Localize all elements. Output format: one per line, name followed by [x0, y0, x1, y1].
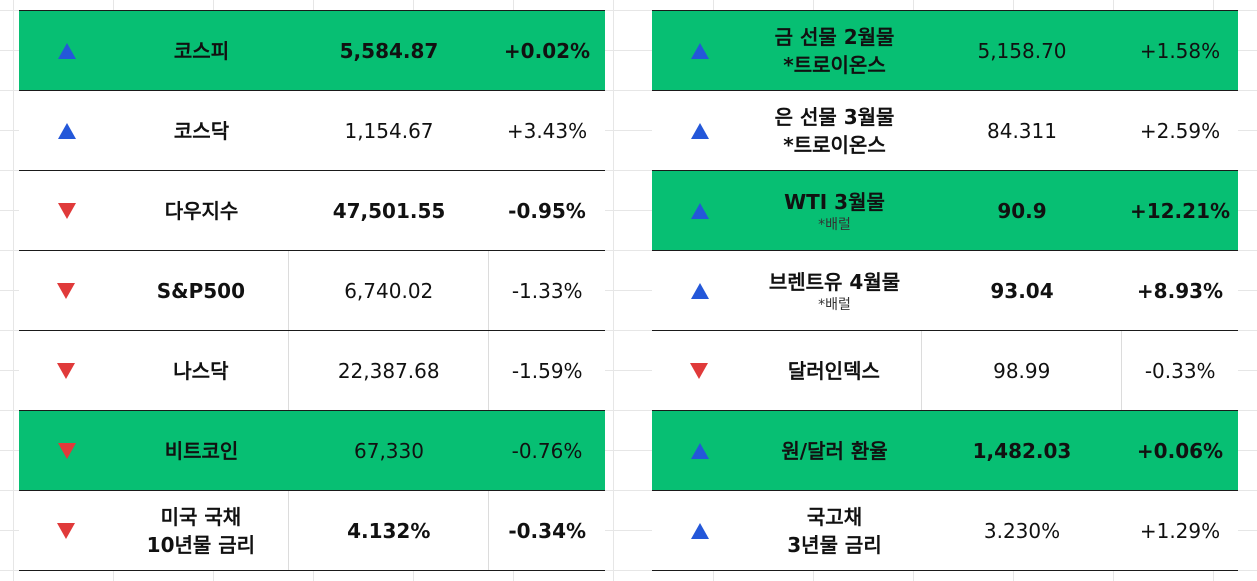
domestic-index-table: 코스피 5,584.87 +0.02% 코스닥 1,154.67 +3.43% …: [19, 10, 605, 571]
item-change: +12.21%: [1129, 198, 1231, 223]
table-row: 다우지수 47,501.55 -0.95%: [19, 171, 605, 251]
item-value: 6,740.02: [344, 278, 434, 303]
table-row: 코스피 5,584.87 +0.02%: [19, 11, 605, 91]
item-value: 4.132%: [347, 518, 431, 543]
table-row: 비트코인 67,330 -0.76%: [19, 411, 605, 491]
up-arrow-icon: [57, 42, 76, 59]
item-name-line2: 3년물 금리: [787, 532, 882, 557]
item-name: 코스피: [173, 38, 230, 63]
item-name-line1: 은 선물 3월물: [774, 104, 895, 129]
down-arrow-icon: [57, 282, 76, 299]
item-name: 나스닥: [173, 358, 229, 383]
item-name: 다우지수: [164, 198, 239, 223]
item-unit: *배럴: [818, 296, 851, 313]
up-arrow-icon: [690, 122, 709, 139]
item-name: 달러인덱스: [787, 358, 880, 383]
item-change: +8.93%: [1136, 278, 1224, 303]
item-name: 브렌트유 4월물: [768, 269, 901, 294]
item-name-line1: 미국 국채: [160, 504, 242, 529]
item-value: 3.230%: [983, 518, 1061, 543]
item-name: 원/달러 환율: [781, 438, 888, 463]
up-arrow-icon: [57, 122, 76, 139]
item-change: +2.59%: [1139, 118, 1221, 143]
item-name: 비트코인: [164, 438, 239, 463]
down-arrow-icon: [57, 362, 76, 379]
up-arrow-icon: [690, 42, 709, 59]
item-change: +1.29%: [1139, 518, 1221, 543]
table-row: 브렌트유 4월물 *배럴 93.04 +8.93%: [652, 251, 1238, 331]
item-name: WTI 3월물: [784, 189, 885, 214]
up-arrow-icon: [690, 202, 709, 219]
item-change: +1.58%: [1139, 38, 1221, 63]
item-value: 5,158.70: [977, 38, 1067, 63]
item-value: 98.99: [993, 358, 1051, 383]
item-value: 84.311: [987, 118, 1057, 143]
table-row: 금 선물 2월물 *트로이온스 5,158.70 +1.58%: [652, 11, 1238, 91]
table-row: S&P500 6,740.02 -1.33%: [19, 251, 605, 331]
item-value: 1,154.67: [344, 118, 434, 143]
item-change: +0.06%: [1136, 438, 1224, 463]
item-name: 코스닥: [173, 118, 230, 143]
item-name: S&P500: [156, 278, 245, 303]
item-value: 67,330: [354, 438, 424, 463]
item-value: 47,501.55: [332, 198, 446, 223]
item-name-line2: *트로이온스: [783, 132, 886, 157]
down-arrow-icon: [690, 362, 709, 379]
table-row: 국고채 3년물 금리 3.230% +1.29%: [652, 491, 1238, 571]
item-name-line2: *트로이온스: [783, 52, 886, 77]
down-arrow-icon: [57, 202, 76, 219]
item-name-line1: 금 선물 2월물: [774, 24, 895, 49]
table-row: 코스닥 1,154.67 +3.43%: [19, 91, 605, 171]
table-row: 달러인덱스 98.99 -0.33%: [652, 331, 1238, 411]
item-change: +3.43%: [506, 118, 588, 143]
item-change: -0.33%: [1144, 358, 1216, 383]
table-row: WTI 3월물 *배럴 90.9 +12.21%: [652, 171, 1238, 251]
down-arrow-icon: [57, 442, 76, 459]
item-change: -1.59%: [511, 358, 583, 383]
item-name-line2: 10년물 금리: [146, 532, 256, 557]
item-value: 1,482.03: [972, 438, 1072, 463]
commodity-fx-table: 금 선물 2월물 *트로이온스 5,158.70 +1.58% 은 선물 3월물…: [652, 10, 1238, 571]
up-arrow-icon: [690, 282, 709, 299]
table-row: 미국 국채 10년물 금리 4.132% -0.34%: [19, 491, 605, 571]
item-change: -0.95%: [508, 198, 586, 223]
item-value: 5,584.87: [339, 38, 439, 63]
item-value: 22,387.68: [337, 358, 440, 383]
item-change: +0.02%: [503, 38, 591, 63]
item-change: -1.33%: [511, 278, 583, 303]
table-row: 나스닥 22,387.68 -1.59%: [19, 331, 605, 411]
table-row: 원/달러 환율 1,482.03 +0.06%: [652, 411, 1238, 491]
item-unit: *배럴: [818, 216, 851, 233]
up-arrow-icon: [690, 442, 709, 459]
up-arrow-icon: [690, 522, 709, 539]
item-change: -0.34%: [508, 518, 587, 543]
table-row: 은 선물 3월물 *트로이온스 84.311 +2.59%: [652, 91, 1238, 171]
item-value: 93.04: [990, 278, 1054, 303]
item-name-line1: 국고채: [806, 504, 863, 529]
down-arrow-icon: [57, 522, 76, 539]
item-change: -0.76%: [511, 438, 583, 463]
item-value: 90.9: [997, 198, 1047, 223]
